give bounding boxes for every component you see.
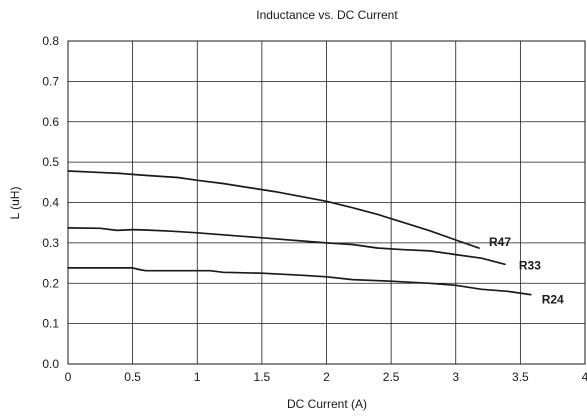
y-tick-label: 0.3 (42, 236, 59, 250)
x-axis-label: DC Current (A) (287, 397, 367, 411)
y-tick-label: 0.7 (42, 74, 59, 88)
y-tick-label: 0.5 (42, 155, 59, 169)
x-tick-label: 3 (452, 370, 459, 384)
x-tick-label: 0.5 (124, 370, 141, 384)
y-axis-label: L (uH) (8, 187, 22, 220)
series-label-r47: R47 (489, 235, 511, 249)
x-tick-label: 1.5 (254, 370, 271, 384)
y-tick-label: 0.1 (42, 317, 59, 331)
y-tick-label: 0.8 (42, 34, 59, 48)
series-line-r47 (67, 170, 480, 249)
series-label-r24: R24 (542, 293, 564, 307)
series-line-r24 (67, 267, 532, 296)
y-tick-label: 0.4 (42, 196, 59, 210)
y-tick-label: 0.2 (42, 276, 59, 290)
y-tick-label: 0.6 (42, 115, 59, 129)
x-tick-label: 2 (323, 370, 330, 384)
x-tick-label: 4 (582, 370, 587, 384)
x-tick-label: 2.5 (383, 370, 400, 384)
series-label-r33: R33 (519, 258, 541, 272)
series-line-r33 (67, 227, 506, 266)
series-layer (67, 170, 532, 296)
chart-title: Inductance vs. DC Current (256, 8, 398, 22)
grid-layer (68, 41, 585, 364)
y-tick-label: 0.0 (42, 357, 59, 371)
x-tick-label: 0 (65, 370, 72, 384)
tick-layer: 0 0.5 1 1.5 2 2.5 3 3.5 4 0.0 0.1 0.2 0.3 0.4 0.5 0.6 0.… (42, 34, 587, 384)
x-tick-label: 1 (194, 370, 201, 384)
plot-frame (67, 40, 586, 365)
label-layer: R47 R33 R24 (489, 235, 564, 306)
x-tick-label: 3.5 (512, 370, 529, 384)
